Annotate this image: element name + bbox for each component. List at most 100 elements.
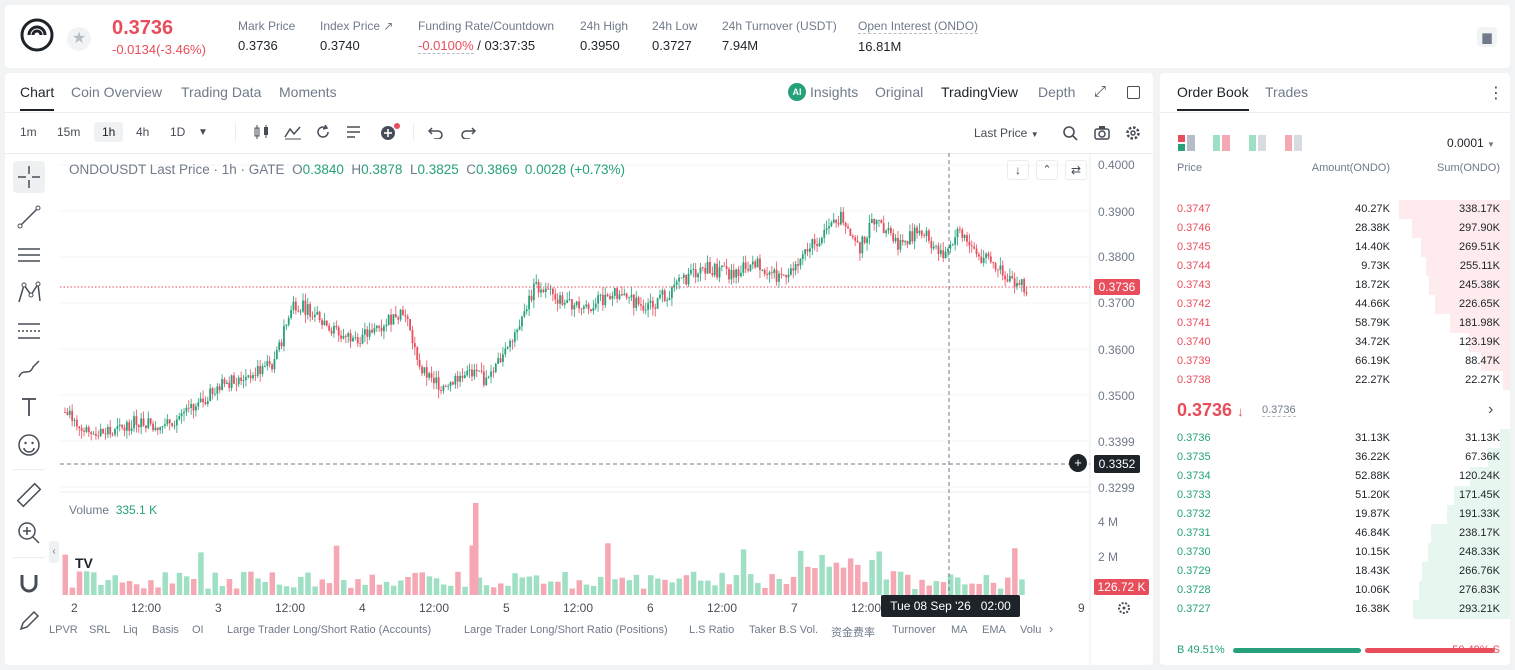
add-alert-icon[interactable]: + [1069,454,1087,472]
mid-price[interactable]: 0.3736 ↓ [1177,400,1244,421]
row-sum: 120.24K [1459,470,1500,482]
collapse-toolbar-icon[interactable]: ‹ [49,541,59,563]
view-bids-icon[interactable] [1249,135,1267,151]
indicator-srl[interactable]: SRL [89,624,111,636]
brush-tool-icon[interactable] [13,353,45,385]
pattern-tool-icon[interactable] [13,277,45,309]
refresh-icon[interactable] [315,124,331,140]
indicator-turnover[interactable]: Turnover [892,624,936,636]
price-type-select[interactable]: Last Price ▼ [974,126,1039,140]
tab-coin-overview[interactable]: Coin Overview [71,84,163,100]
notebook-icon[interactable]: ▆ [1477,27,1497,47]
more-options-icon[interactable]: ⋮ [1488,85,1504,102]
text-tool-icon[interactable] [13,391,45,423]
indicator-ema[interactable]: EMA [982,624,1006,636]
indicator-large-trader-positions[interactable]: Large Trader Long/Short Ratio (Positions… [464,624,668,636]
precision-select[interactable]: 0.0001 ▼ [1447,136,1495,150]
bid-row[interactable]: 0.3734 52.88K 120.24K [1160,467,1510,486]
camera-icon[interactable] [1094,125,1110,140]
price-chart[interactable] [5,153,1153,665]
bid-row[interactable]: 0.3735 36.22K 67.36K [1160,448,1510,467]
ask-row[interactable]: 0.3740 34.72K 123.19K [1160,333,1510,352]
magnet-tool-icon[interactable] [13,567,45,599]
search-icon[interactable] [1062,125,1078,141]
ask-row[interactable]: 0.3744 9.73K 255.11K [1160,257,1510,276]
tab-trading-data[interactable]: Trading Data [181,84,262,100]
undo-icon[interactable] [428,125,444,139]
view-both-icon[interactable] [1178,135,1196,151]
view-tradingview[interactable]: TradingView [941,84,1019,100]
tf-dropdown-icon[interactable]: ▼ [198,127,208,138]
indicator-taker-bs-vol[interactable]: Taker B.S Vol. [749,624,819,636]
redo-icon[interactable] [460,125,476,139]
indicator-ls-ratio[interactable]: L.S Ratio [689,624,735,636]
indicator-ma[interactable]: MA [951,624,968,636]
indicator-oi[interactable]: OI [192,624,204,636]
ask-row[interactable]: 0.3747 40.27K 338.17K [1160,200,1510,219]
indicator-lpvr[interactable]: LPVR [49,624,78,636]
ask-row[interactable]: 0.3743 18.72K 245.38K [1160,276,1510,295]
candle-type-icon[interactable] [253,124,271,140]
chart-settings-icon[interactable] [1117,601,1131,615]
ask-row[interactable]: 0.3739 66.19K 88.47K [1160,352,1510,371]
tf-1d[interactable]: 1D [170,125,186,139]
gear-icon[interactable] [1125,125,1141,141]
chevron-right-icon[interactable]: › [1049,621,1054,636]
stat-index-price[interactable]: Index Price ↗ 0.3740 [320,19,393,53]
view-both-alt-icon[interactable] [1213,135,1231,151]
ask-row[interactable]: 0.3738 22.27K 22.27K [1160,371,1510,390]
ask-row[interactable]: 0.3745 14.40K 269.51K [1160,238,1510,257]
indicators-icon[interactable] [284,124,302,140]
emoji-tool-icon[interactable] [13,429,45,461]
bid-row[interactable]: 0.3733 51.20K 171.45K [1160,486,1510,505]
indicator-funding-rate[interactable]: 资金费率 [831,627,875,639]
view-depth[interactable]: Depth [1038,84,1076,100]
arrow-down-icon[interactable]: ↓ [1007,160,1029,180]
template-icon[interactable] [346,125,362,139]
volume-bar [712,585,718,595]
bid-row[interactable]: 0.3736 31.13K 31.13K [1160,429,1510,448]
view-original[interactable]: Original [875,84,924,100]
bid-row[interactable]: 0.3728 10.06K 276.83K [1160,581,1510,600]
stat-label[interactable]: Index Price ↗ [320,19,394,33]
tf-1m[interactable]: 1m [20,125,37,139]
indicator-volume[interactable]: Volu [1020,624,1042,636]
horizontal-lines-tool-icon[interactable] [13,239,45,271]
swap-icon[interactable]: ⇄ [1065,160,1087,180]
ask-row[interactable]: 0.3746 28.38K 297.90K [1160,219,1510,238]
bid-row[interactable]: 0.3730 10.15K 248.33K [1160,543,1510,562]
window-icon[interactable] [1127,86,1140,99]
crosshair-tool-icon[interactable] [13,161,45,193]
tab-order-book[interactable]: Order Book [1177,84,1249,111]
bid-row[interactable]: 0.3731 46.84K 238.17K [1160,524,1510,543]
tab-chart[interactable]: Chart [20,84,55,111]
bid-row[interactable]: 0.3732 19.87K 191.33K [1160,505,1510,524]
indicator-large-trader-accounts[interactable]: Large Trader Long/Short Ratio (Accounts) [227,624,432,636]
candle-body [861,236,864,254]
bid-row[interactable]: 0.3727 16.38K 293.21K [1160,600,1510,619]
fib-tool-icon[interactable] [13,315,45,347]
ai-icon[interactable]: AI [788,83,806,101]
bid-row[interactable]: 0.3729 18.43K 266.76K [1160,562,1510,581]
expand-icon[interactable]: ⤢ [1094,83,1107,100]
tf-1h[interactable]: 1h [94,122,124,142]
ask-row[interactable]: 0.3742 44.66K 226.65K [1160,295,1510,314]
tab-moments[interactable]: Moments [279,84,337,100]
tab-trades[interactable]: Trades [1265,84,1309,100]
zoom-in-tool-icon[interactable] [13,517,45,549]
candle-body [920,230,923,236]
add-indicator-icon[interactable] [379,122,401,142]
trend-line-tool-icon[interactable] [13,201,45,233]
favorite-star-icon[interactable]: ★ [67,27,91,51]
tf-15m[interactable]: 15m [57,125,81,139]
lock-pencil-tool-icon[interactable] [13,605,45,637]
tf-4h[interactable]: 4h [136,125,150,139]
ask-row[interactable]: 0.3741 58.79K 181.98K [1160,314,1510,333]
indicator-liq[interactable]: Liq [123,624,138,636]
view-insights[interactable]: Insights [810,84,859,100]
chevron-right-icon[interactable]: › [1488,401,1494,418]
view-asks-icon[interactable] [1285,135,1303,151]
collapse-icon[interactable]: ⌃ [1036,160,1058,180]
ruler-tool-icon[interactable] [13,479,45,511]
indicator-basis[interactable]: Basis [152,624,179,636]
